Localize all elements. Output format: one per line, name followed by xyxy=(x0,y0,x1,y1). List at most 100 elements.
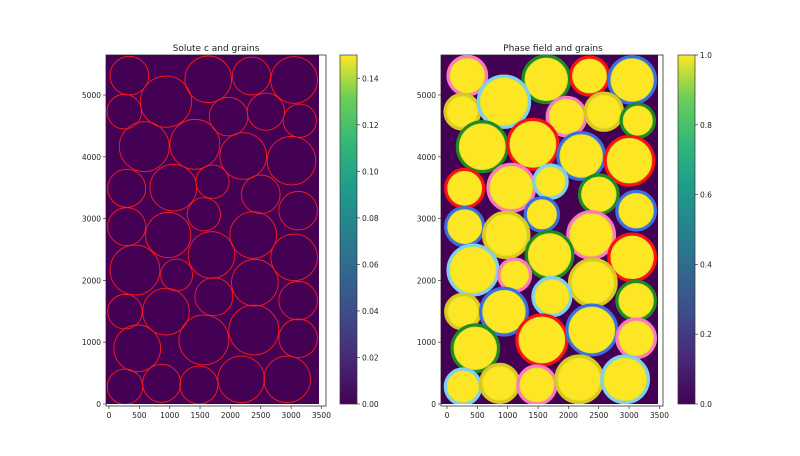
x-tick-label: 3000 xyxy=(620,411,639,420)
grain xyxy=(476,74,532,129)
grain-inner-edge xyxy=(482,290,526,334)
grain-inner-edge xyxy=(535,166,566,197)
x-tick-label: 1000 xyxy=(498,411,517,420)
x-tick-label: 1500 xyxy=(191,411,210,420)
grain-inner-edge xyxy=(519,367,555,403)
colorbar-tick-label: 0.10 xyxy=(362,167,379,176)
colorbar-tick-label: 0.08 xyxy=(362,214,379,223)
grain xyxy=(450,323,501,374)
grain-outline xyxy=(142,363,182,403)
grain-inner-edge xyxy=(528,233,572,277)
grain xyxy=(444,206,486,248)
grain-outline xyxy=(118,121,170,173)
colorbar-tick-label: 0.14 xyxy=(362,74,379,83)
grain-inner-edge xyxy=(568,306,615,354)
grain-outline xyxy=(263,355,311,404)
colorbar-tick-label: 0.02 xyxy=(362,353,379,362)
y-tick-label: 2000 xyxy=(417,276,436,285)
grain xyxy=(506,117,560,171)
y-tick-label: 4000 xyxy=(82,153,101,162)
left-plot-title: Solute c and grains xyxy=(173,44,260,54)
grain-inner-edge xyxy=(447,171,482,206)
grain-inner-edge xyxy=(447,370,479,403)
grain-outline xyxy=(270,56,318,104)
grain-inner-edge xyxy=(603,357,647,401)
grain-inner-edge xyxy=(485,214,528,256)
grain-outline xyxy=(187,231,236,279)
x-tick-label: 0 xyxy=(445,411,450,420)
colorbar-tick-label: 0.4 xyxy=(700,260,712,269)
grain-inner-edge xyxy=(518,316,566,364)
grain xyxy=(516,364,558,404)
grain xyxy=(615,189,658,232)
grain-outline xyxy=(278,280,318,321)
y-tick-label: 5000 xyxy=(417,91,436,100)
grain-inner-edge xyxy=(587,94,621,129)
grains xyxy=(106,55,318,404)
grain xyxy=(615,317,658,360)
grain-inner-edge xyxy=(618,193,654,229)
grain xyxy=(482,210,531,260)
grain-outline xyxy=(113,324,162,373)
x-tick-label: 3500 xyxy=(312,411,331,420)
grain-inner-edge xyxy=(527,199,557,230)
grain-outline xyxy=(179,365,219,404)
grain xyxy=(554,354,605,404)
grain-inner-edge xyxy=(610,58,654,102)
solute-colorbar: 0.00 0.02 0.04 0.06 0.08 0.10 0.12 0.14 xyxy=(339,54,379,409)
grain-inner-edge xyxy=(534,279,570,314)
solute-plot: 0 500 1000 1500 2000 2500 3000 3500 0 1000 2000 300… xyxy=(82,54,331,420)
colorbar-gradient xyxy=(339,54,358,405)
grain-outline xyxy=(246,92,285,131)
grain-outline xyxy=(142,287,190,336)
x-tick-label: 500 xyxy=(470,411,485,420)
grain-outline xyxy=(139,75,193,128)
y-tick-label: 2000 xyxy=(82,276,101,285)
x-tick-label: 1000 xyxy=(160,411,179,420)
grain-outline xyxy=(106,93,143,130)
field-image xyxy=(106,55,319,404)
grain xyxy=(619,102,657,139)
grain-inner-edge xyxy=(480,77,528,126)
grain-outline xyxy=(194,277,234,317)
grain-inner-edge xyxy=(618,320,654,356)
phase-plot: 0 500 1000 1500 2000 2500 3000 3500 0 1000 2000 300… xyxy=(417,54,669,420)
y-tick-label: 1000 xyxy=(82,338,101,347)
grain-inner-edge xyxy=(569,213,613,257)
grain-inner-edge xyxy=(610,235,654,279)
grain xyxy=(567,257,618,308)
y-tick-label: 4000 xyxy=(417,153,436,162)
grain xyxy=(524,230,575,280)
grain-outline xyxy=(178,314,230,366)
y-tick-label: 3000 xyxy=(417,215,436,224)
grain-inner-edge xyxy=(549,99,585,135)
x-tick-label: 2500 xyxy=(589,411,608,420)
colorbar-tick-label: 0.06 xyxy=(362,260,379,269)
colorbar-tick-label: 0.00 xyxy=(362,400,379,409)
right-plot-title: Phase field and grains xyxy=(503,44,603,54)
colorbar-tick-label: 0.2 xyxy=(700,330,712,339)
grain xyxy=(600,354,651,404)
grain-inner-edge xyxy=(524,57,568,101)
grain xyxy=(565,303,619,357)
x-tick-label: 1500 xyxy=(529,411,548,420)
grain-outline xyxy=(145,211,192,259)
grain-outline xyxy=(195,164,230,199)
colorbar-tick-label: 0.12 xyxy=(362,121,379,130)
grain-outline xyxy=(232,56,271,96)
grain xyxy=(566,210,617,260)
grain-outline xyxy=(270,233,318,282)
x-tick-label: 0 xyxy=(107,411,112,420)
grain xyxy=(607,55,658,105)
grain xyxy=(531,276,573,318)
grain xyxy=(479,286,529,337)
y-tick-label: 5000 xyxy=(82,91,101,100)
grain-inner-edge xyxy=(622,105,653,136)
colorbar-tick-label: 1.0 xyxy=(700,51,712,60)
x-tick-label: 500 xyxy=(132,411,147,420)
grain-outline xyxy=(278,190,318,231)
grain-inner-edge xyxy=(606,138,652,184)
grain xyxy=(615,279,658,322)
y-tick-label: 0 xyxy=(96,400,101,409)
